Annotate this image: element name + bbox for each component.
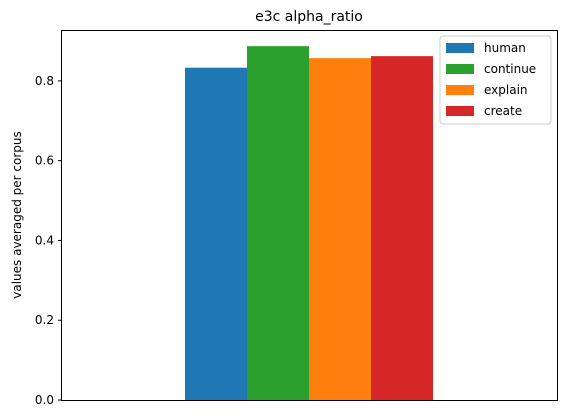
legend-swatch-explain	[446, 85, 474, 95]
y-axis-label: values averaged per corpus	[10, 131, 24, 299]
y-tick-label: 0.6	[35, 154, 54, 168]
y-tick-label: 0.0	[35, 393, 54, 407]
legend-swatch-create	[446, 106, 474, 116]
legend-label-human: human	[484, 41, 526, 55]
legend-frame	[439, 35, 552, 125]
bars-group	[185, 46, 433, 401]
legend: human continue explain create	[439, 35, 552, 125]
bar-explain	[309, 58, 371, 400]
y-tick-label: 0.8	[35, 74, 54, 88]
legend-label-create: create	[484, 104, 522, 118]
bar-create	[371, 56, 433, 400]
legend-label-explain: explain	[484, 83, 528, 97]
legend-label-continue: continue	[484, 62, 536, 76]
chart-title: e3c alpha_ratio	[255, 9, 363, 25]
legend-swatch-continue	[446, 64, 474, 74]
legend-swatch-human	[446, 43, 474, 53]
plot-frame	[61, 30, 558, 401]
y-tick-label: 0.4	[35, 233, 54, 247]
y-axis: 0.0 0.2 0.4 0.6 0.8	[35, 74, 62, 407]
y-tick-label: 0.2	[35, 313, 54, 327]
bar-continue	[247, 46, 309, 400]
bar-human	[185, 67, 247, 401]
